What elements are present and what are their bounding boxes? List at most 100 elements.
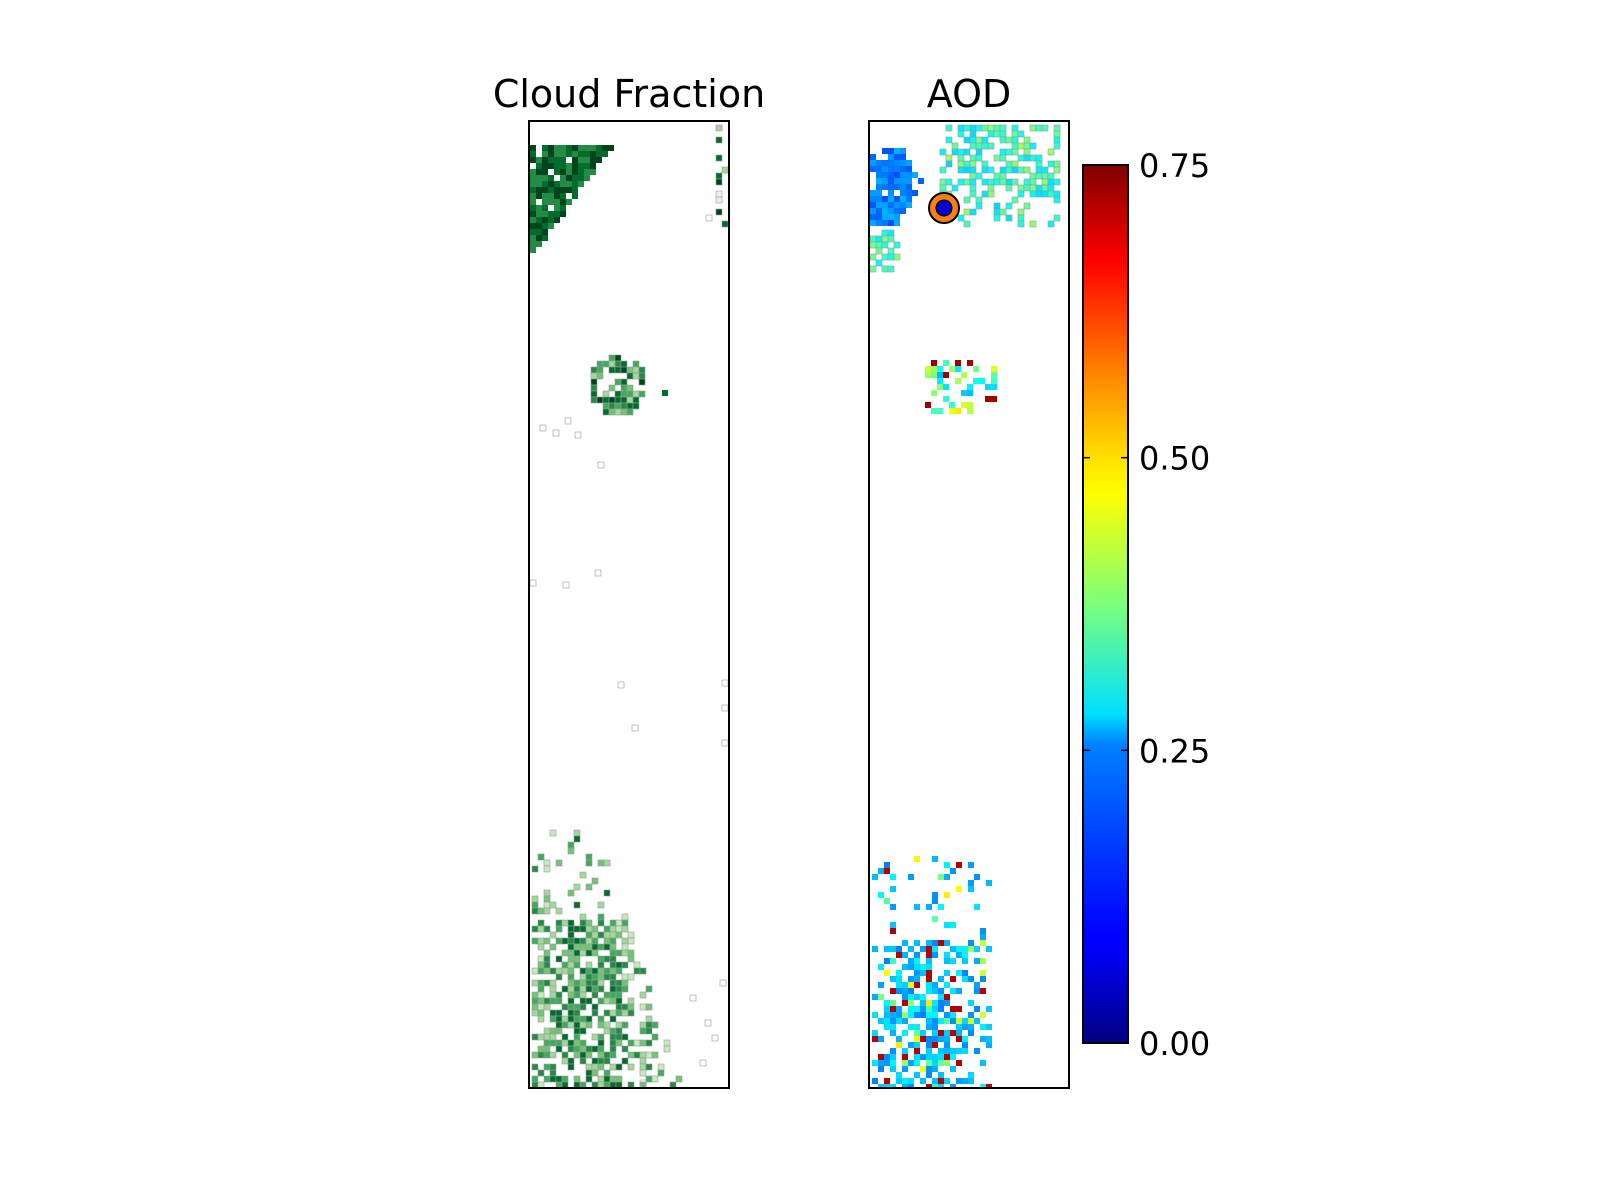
cloud-cell	[537, 979, 545, 987]
cloud-cell	[591, 931, 599, 939]
aod-cell	[896, 952, 902, 958]
cloud-cell	[645, 1015, 653, 1023]
cloud-cell	[585, 997, 593, 1005]
cloud-cell	[597, 1051, 605, 1059]
aod-cell	[999, 178, 1007, 186]
cloud-cell	[632, 402, 640, 410]
aod-cell	[986, 1036, 992, 1042]
cloud-cell	[537, 853, 545, 861]
aod-cell	[1005, 136, 1013, 144]
aod-cell	[932, 946, 938, 952]
aod-cell	[872, 1030, 878, 1036]
aod-cell	[1041, 184, 1049, 192]
cloud-cell	[590, 366, 598, 374]
aod-cell	[943, 384, 949, 390]
cloud-cell	[609, 937, 617, 945]
cloud-cell	[573, 1045, 581, 1053]
cloud-cell	[567, 967, 575, 975]
aod-cell	[900, 172, 906, 178]
cloud-cell	[530, 235, 536, 241]
aod-cell	[926, 1024, 932, 1030]
aod-cell	[900, 184, 906, 190]
aod-cell	[1017, 184, 1025, 192]
aod-cell	[944, 1030, 950, 1036]
aod-cell	[957, 124, 965, 132]
cloud-cell	[579, 985, 587, 993]
aod-cell	[937, 378, 943, 384]
aod-cell	[1047, 220, 1055, 228]
cloud-cell	[585, 1015, 593, 1023]
cloud-cell	[572, 175, 578, 181]
cloud-cell	[615, 985, 623, 993]
cloud-cell	[620, 402, 628, 410]
aod-cell	[974, 946, 980, 952]
aod-cell	[900, 148, 906, 154]
aod-cell	[914, 964, 920, 970]
aod-cell	[975, 202, 983, 210]
aod-cell	[884, 1012, 890, 1018]
aod-cell	[980, 940, 986, 946]
aod-cell	[932, 892, 938, 898]
cloud-cell	[536, 211, 542, 217]
cloud-cell	[627, 955, 635, 963]
aod-cell	[920, 1054, 926, 1060]
aod-cell	[950, 1030, 956, 1036]
cloud-cell	[548, 151, 554, 157]
aod-cell	[999, 208, 1007, 216]
aod-cell	[900, 196, 906, 202]
aod-cell	[1047, 190, 1055, 198]
cloud-cell	[715, 136, 723, 144]
aod-cell	[914, 1006, 920, 1012]
aod-cell	[944, 1078, 950, 1084]
aod-cell	[926, 958, 932, 964]
cloud-cell	[602, 360, 610, 368]
cloud-cell	[555, 991, 563, 999]
aod-cell	[894, 166, 900, 172]
aod-cell	[932, 1018, 938, 1024]
cloud-cell	[609, 985, 617, 993]
aod-cell	[882, 196, 888, 202]
aod-cell	[890, 976, 896, 982]
cloud-cell	[555, 973, 563, 981]
aod-cell	[920, 1006, 926, 1012]
cloud-cell	[614, 408, 622, 416]
cloud-cell	[621, 919, 629, 927]
aod-cell	[991, 366, 997, 372]
cloud-cell	[566, 181, 572, 187]
cloud-cell	[542, 205, 548, 211]
aod-cell	[920, 970, 926, 976]
aod-cell	[987, 124, 995, 132]
cloud-cell	[596, 151, 602, 157]
aod-cell	[908, 994, 914, 1000]
aod-cell	[943, 372, 949, 378]
aod-cell	[932, 916, 938, 922]
aod-cell	[900, 160, 906, 166]
cloud-cell	[597, 1045, 605, 1053]
aod-cell	[890, 1066, 896, 1072]
cloud-cell	[567, 985, 575, 993]
cloud-cell	[562, 581, 570, 589]
aod-cell	[872, 1078, 878, 1084]
cloud-cell	[572, 193, 578, 199]
cloud-cell	[567, 919, 575, 927]
aod-cell	[938, 1084, 944, 1088]
aod-cell	[906, 178, 912, 184]
cloud-cell	[530, 145, 536, 151]
cloud-cell	[573, 1015, 581, 1023]
cloud-cell	[585, 1069, 593, 1077]
aod-cell	[938, 1000, 944, 1006]
cloud-cell	[549, 1039, 557, 1047]
cloud-cell	[597, 943, 605, 951]
cloud-cell	[549, 1069, 557, 1077]
cloud-cell	[585, 937, 593, 945]
aod-cell	[932, 1042, 938, 1048]
cloud-cell	[621, 973, 629, 981]
aod-cell	[955, 378, 961, 384]
cloud-cell	[536, 235, 542, 241]
cloud-cell	[621, 943, 629, 951]
aod-cell	[887, 247, 895, 255]
cloud-cell	[639, 1051, 647, 1059]
cloud-cell	[573, 937, 581, 945]
cloud-cell	[573, 1075, 581, 1083]
aod-cell	[962, 976, 968, 982]
